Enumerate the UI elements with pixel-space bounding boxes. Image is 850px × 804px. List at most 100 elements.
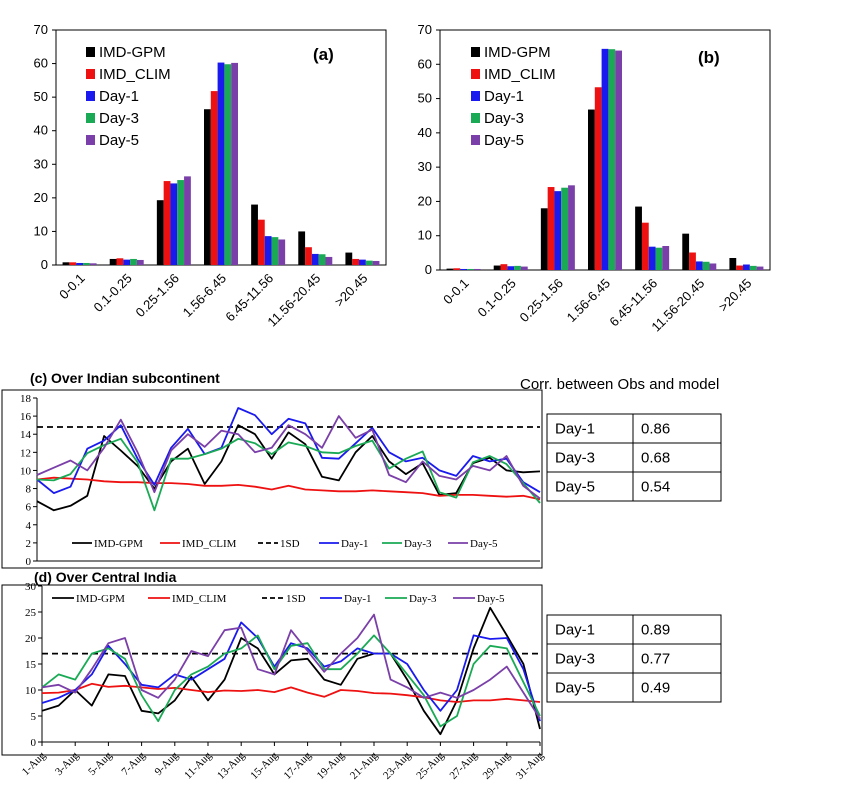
y-tick-label: 50 [34,89,48,104]
bar-imd-gpm [251,204,258,265]
bar-imd_clim [305,247,312,265]
y-tick-label: 10 [20,465,32,477]
y-tick-label: 40 [418,125,432,140]
legend-label: Day-1 [344,593,372,605]
table-value: 0.89 [641,622,670,639]
x-tick-label: 29-Aug [481,749,514,782]
bar-day-5 [231,62,238,266]
x-tick-label: 1-Aug [20,749,49,778]
panel-b-label: (b) [698,48,720,67]
x-tick-label: 0.25-1.56 [133,271,182,320]
x-tick-label: 21-Aug [348,749,381,782]
y-tick-label: 5 [31,711,37,723]
bar-day-5 [520,266,528,270]
legend-swatch [471,135,480,145]
table-label: Day-5 [555,680,595,697]
bar-imd-gpm [540,208,548,270]
y-tick-label: 0 [425,262,432,277]
bar-day-1 [264,236,272,265]
bar-day-3 [466,268,474,270]
x-tick-label: 0-0.1 [56,271,88,303]
bar-day-5 [89,263,97,265]
chart-c-marks: 0 2 4 6 8 10 12 14 16 18 IMD-GPM IMD_CLIM 1SD Day-1 Da… [20,393,541,568]
y-tick-label: 18 [20,393,32,405]
bar-day-3 [130,258,137,265]
y-tick-label: 6 [26,502,32,514]
bar-imd-gpm [493,265,501,270]
y-tick-label: 20 [418,193,432,208]
y-tick-label: 0 [26,556,32,568]
bar-day-3 [318,254,326,265]
legend-label: IMD-GPM [94,538,143,550]
x-tick-label: 3-Aug [53,749,82,778]
x-tick-label: 1.56-6.45 [564,276,613,325]
legend-label: IMD_CLIM [484,66,556,83]
chart-d-marks: 0 5 10 15 20 25 30 1-Aug 3-Aug 5-Aug 7-Aug 9-Aug 11-… [20,581,547,782]
bar-imd-gpm [729,258,737,270]
panel-c-title: (c) Over Indian subcontinent [30,370,220,386]
x-tick-label: 0.25-1.56 [517,276,566,325]
x-tick-label: 25-Aug [414,749,447,782]
y-tick-label: 10 [25,685,37,697]
bar-day-3 [271,237,279,265]
panel-d-frame [1,584,543,756]
legend-label: IMD_CLIM [172,593,227,605]
bar-day-1 [601,48,609,270]
bar-day-3 [655,247,663,270]
bar-imd_clim [163,181,171,265]
bar-day-1 [743,264,750,270]
table-border [546,413,722,502]
y-tick-label: 10 [418,228,432,243]
legend-label: IMD-GPM [484,44,551,61]
y-tick-label: 40 [34,123,48,138]
y-tick-label: 10 [34,223,48,238]
bar-day-1 [507,266,515,270]
legend-label: Day-3 [99,110,139,127]
y-tick-label: 4 [26,520,32,532]
y-tick-label: 70 [34,22,48,37]
series-line-imd-gpm [36,424,541,512]
bar-imd_clim [453,268,461,270]
x-tick-label: 11-Aug [182,749,214,781]
table-value: 0.54 [641,479,670,496]
x-tick-label: 15-Aug [248,749,281,782]
bar-day-1 [695,261,703,270]
legend-label: Day-3 [484,110,524,127]
table-label: Day-5 [555,479,595,496]
bar-day-5 [278,239,286,265]
legend-label: Day-5 [484,132,524,149]
bar-day-5 [136,259,144,265]
bar-day-1 [76,262,83,265]
legend-label: IMD-GPM [76,593,125,605]
bar-imd-gpm [345,252,353,265]
legend-label: 1SD [286,593,306,605]
series-line-day-3 [41,634,541,728]
bar-day-3 [365,260,373,265]
bar-day-5 [184,176,191,265]
y-tick-label: 30 [25,581,37,593]
x-tick-label: 0-0.1 [440,276,472,308]
legend-label: Day-1 [99,88,139,105]
legend-label: Day-5 [477,593,505,605]
series-line-day-3 [36,437,541,512]
legend-label: Day-3 [409,593,437,605]
series-line-imd_clim [41,682,541,703]
bar-imd_clim [500,264,508,270]
bar-imd_clim [69,262,77,265]
series-line-day-1 [36,407,541,495]
bar-imd-gpm [682,233,690,270]
bar-day-3 [514,265,521,270]
legend-label: Day-5 [470,538,498,550]
y-tick-label: 20 [34,190,48,205]
y-tick-label: 2 [26,538,32,550]
bar-day-1 [554,191,562,270]
bar-day-5 [473,268,481,270]
panel-d: (d) Over Central India [1,569,543,756]
table-value: 0.49 [641,680,670,697]
y-tick-label: 70 [418,22,432,37]
series-line-imd-gpm [41,606,541,736]
legend-label: IMD-GPM [99,44,166,61]
bar-day-5 [756,266,764,270]
table-label: Day-1 [555,622,595,639]
y-tick-label: 14 [20,429,32,441]
